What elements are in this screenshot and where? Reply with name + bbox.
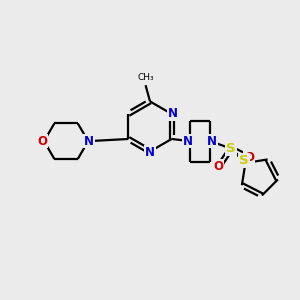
- Text: O: O: [38, 135, 47, 148]
- Text: N: N: [207, 135, 217, 148]
- Text: O: O: [214, 160, 224, 173]
- Text: N: N: [168, 107, 178, 120]
- Text: N: N: [183, 135, 193, 148]
- Text: O: O: [244, 151, 254, 164]
- Text: S: S: [239, 154, 249, 167]
- Text: CH₃: CH₃: [137, 73, 154, 82]
- Text: N: N: [145, 146, 155, 159]
- Text: S: S: [226, 142, 236, 155]
- Text: N: N: [84, 135, 94, 148]
